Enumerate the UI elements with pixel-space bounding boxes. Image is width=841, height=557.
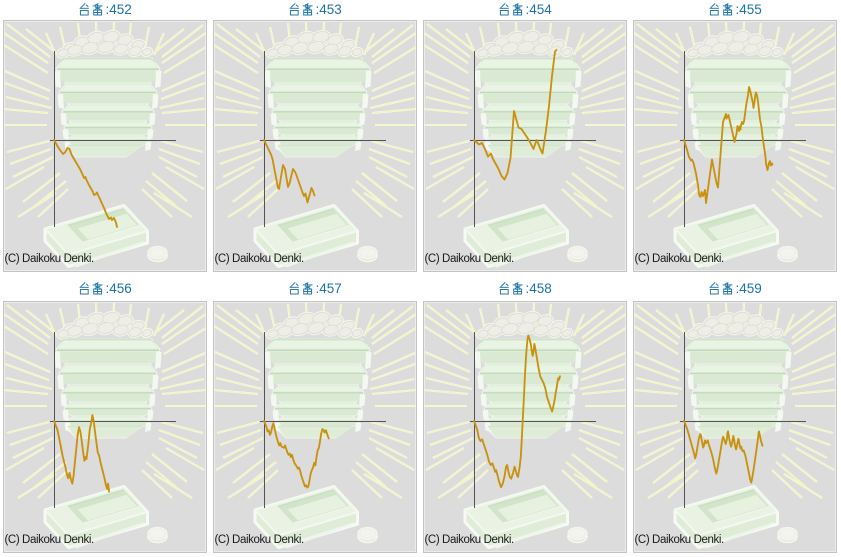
svg-text::458: :458	[526, 281, 552, 296]
svg-text::457: :457	[316, 281, 342, 296]
svg-text:(C) Daikoku Denki.: (C) Daikoku Denki.	[5, 253, 95, 265]
svg-text::453: :453	[316, 2, 342, 17]
svg-text::455: :455	[736, 2, 762, 17]
svg-text::452: :452	[106, 2, 132, 17]
svg-text:(C) Daikoku Denki.: (C) Daikoku Denki.	[635, 253, 725, 265]
svg-text::459: :459	[736, 281, 762, 296]
svg-text:(C) Daikoku Denki.: (C) Daikoku Denki.	[425, 534, 515, 546]
svg-text:(C) Daikoku Denki.: (C) Daikoku Denki.	[215, 534, 305, 546]
svg-text:(C) Daikoku Denki.: (C) Daikoku Denki.	[635, 534, 725, 546]
svg-text:(C) Daikoku Denki.: (C) Daikoku Denki.	[215, 253, 305, 265]
svg-text:(C) Daikoku Denki.: (C) Daikoku Denki.	[5, 534, 95, 546]
svg-text::454: :454	[526, 2, 553, 17]
svg-text::456: :456	[106, 281, 132, 296]
svg-text:(C) Daikoku Denki.: (C) Daikoku Denki.	[425, 253, 515, 265]
